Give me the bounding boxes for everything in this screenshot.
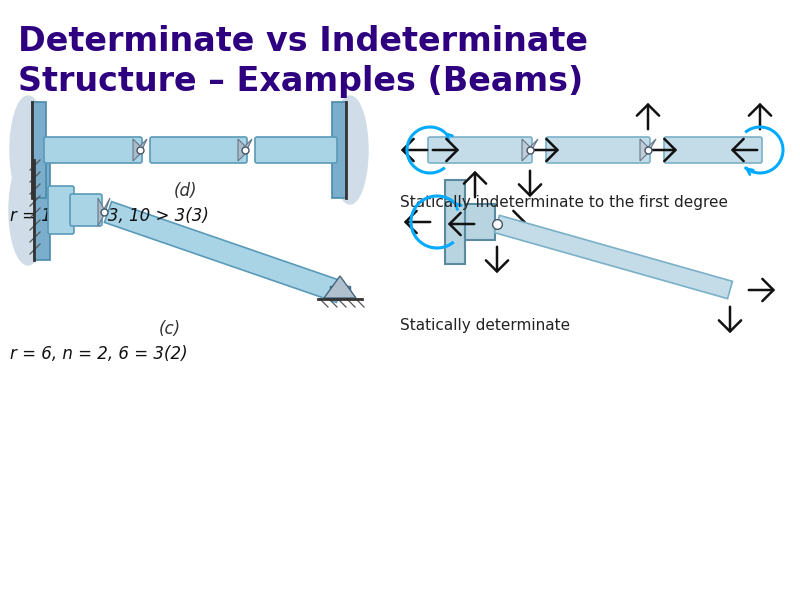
Ellipse shape bbox=[10, 96, 46, 204]
Bar bbox=[330, 286, 350, 298]
FancyBboxPatch shape bbox=[48, 186, 74, 234]
Text: r = 6, n = 2, 6 = 3(2): r = 6, n = 2, 6 = 3(2) bbox=[10, 345, 188, 363]
Text: Statically determinate: Statically determinate bbox=[400, 318, 570, 333]
Text: Determinate vs Indeterminate
Structure – Examples (Beams): Determinate vs Indeterminate Structure –… bbox=[18, 25, 588, 97]
Polygon shape bbox=[494, 215, 733, 299]
FancyBboxPatch shape bbox=[70, 194, 102, 226]
Bar bbox=[465, 204, 495, 240]
Polygon shape bbox=[133, 139, 147, 161]
FancyBboxPatch shape bbox=[255, 137, 337, 163]
Text: (d): (d) bbox=[174, 182, 197, 200]
Polygon shape bbox=[238, 139, 252, 161]
FancyBboxPatch shape bbox=[428, 137, 532, 163]
Bar bbox=[34, 160, 50, 260]
Bar bbox=[445, 180, 465, 264]
Polygon shape bbox=[324, 276, 356, 298]
FancyBboxPatch shape bbox=[44, 137, 142, 163]
Polygon shape bbox=[522, 139, 538, 161]
Text: (c): (c) bbox=[159, 320, 181, 338]
FancyBboxPatch shape bbox=[150, 137, 247, 163]
Text: Statically indeterminate to the first degree: Statically indeterminate to the first de… bbox=[400, 195, 728, 210]
FancyBboxPatch shape bbox=[546, 137, 650, 163]
Text: r = 10, n = 3, 10 > 3(3): r = 10, n = 3, 10 > 3(3) bbox=[10, 207, 209, 225]
Ellipse shape bbox=[9, 155, 47, 265]
Bar bbox=[32, 102, 46, 198]
Polygon shape bbox=[98, 198, 110, 226]
Polygon shape bbox=[640, 139, 656, 161]
FancyBboxPatch shape bbox=[664, 137, 762, 163]
Ellipse shape bbox=[332, 96, 368, 204]
Polygon shape bbox=[105, 202, 343, 302]
Bar bbox=[332, 102, 346, 198]
